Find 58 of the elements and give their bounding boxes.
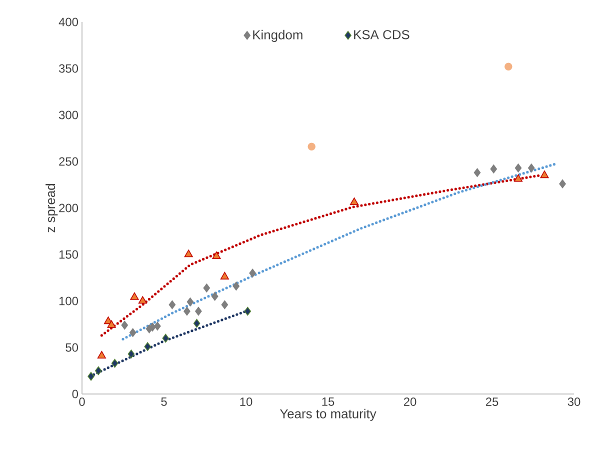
y-tick-label: 100 [59, 296, 78, 306]
point [111, 358, 118, 368]
x-tick-label: 15 [322, 398, 334, 406]
point [186, 298, 194, 306]
x-tick-label: 30 [568, 398, 580, 406]
y-tick-label: 250 [59, 157, 78, 166]
y-tick-label: 0 [72, 390, 78, 398]
y-tick-label: 200 [59, 204, 78, 212]
point [144, 342, 151, 351]
point [232, 282, 240, 291]
x-axis-title: Years to maturity [280, 408, 376, 421]
point [149, 322, 156, 332]
point [184, 250, 193, 258]
point [514, 164, 522, 172]
y-tick-label: 350 [58, 64, 78, 73]
point [97, 350, 106, 359]
point [130, 292, 139, 300]
point [162, 334, 170, 343]
point [95, 366, 102, 376]
point [138, 296, 147, 304]
point [249, 268, 256, 278]
y-tick-label: 50 [66, 343, 78, 352]
point [211, 292, 218, 301]
x-tick-label: 20 [404, 398, 416, 406]
x-tick-label: 5 [161, 398, 167, 406]
point [244, 306, 252, 316]
point [184, 306, 190, 316]
point [128, 350, 135, 358]
point [308, 142, 316, 151]
y-tick-label: 400 [58, 18, 78, 26]
y-tick-label: 300 [58, 110, 78, 120]
point [221, 300, 228, 310]
point [154, 322, 161, 330]
point [203, 284, 210, 292]
point [220, 272, 229, 280]
x-tick-label: 10 [240, 398, 252, 406]
point [88, 372, 94, 381]
point [212, 251, 221, 259]
x-tick-label: 0 [79, 398, 85, 406]
point [490, 164, 498, 174]
x-tick-label: 25 [486, 398, 498, 406]
point [121, 320, 128, 330]
point [195, 306, 202, 316]
point [350, 198, 359, 206]
y-axis-title: z spread [46, 184, 58, 232]
point [504, 62, 512, 71]
y-tick-label: 150 [59, 250, 78, 259]
point [559, 179, 566, 188]
point [540, 170, 549, 178]
legend-label: KSA CDS [354, 30, 410, 40]
point [514, 174, 523, 182]
point [193, 318, 200, 328]
point [107, 320, 116, 328]
point [528, 164, 535, 172]
legend-label: Kingdom [253, 30, 302, 42]
point [129, 328, 136, 338]
point [168, 300, 176, 310]
point [474, 168, 481, 178]
